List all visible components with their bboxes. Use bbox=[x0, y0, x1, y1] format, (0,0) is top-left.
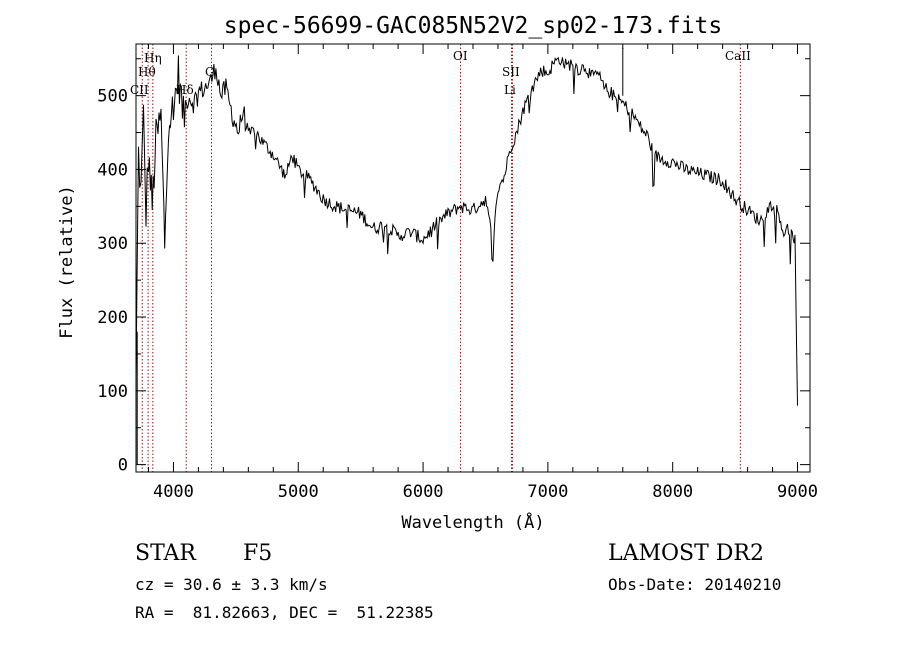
y-tick-label-4: 400 bbox=[97, 160, 128, 180]
line-label-7: Li bbox=[504, 83, 516, 97]
line-label-2: CII bbox=[130, 83, 149, 97]
object-subclass-label: F5 bbox=[243, 541, 273, 566]
x-axis-label: Wavelength (Å) bbox=[401, 511, 544, 533]
object-class-label: STAR bbox=[135, 541, 196, 566]
redshift-readout: cz = 30.6 ± 3.3 km/s bbox=[135, 575, 328, 594]
line-label-5: OI bbox=[453, 49, 468, 63]
y-tick-label-0: 0 bbox=[118, 456, 128, 476]
plot-frame bbox=[135, 43, 811, 473]
spectrum-chart: spec-56699-GAC085N52V2_sp02-173.fits HηH… bbox=[57, 13, 818, 533]
survey-label: LAMOST DR2 bbox=[608, 541, 764, 566]
x-tick-label-2: 6000 bbox=[403, 482, 444, 502]
coordinates-readout: RA = 81.82663, DEC = 51.22385 bbox=[135, 603, 434, 622]
line-label-1: Hθ bbox=[138, 65, 156, 79]
x-tick-label-0: 4000 bbox=[153, 482, 194, 502]
x-tick-label-1: 5000 bbox=[278, 482, 319, 502]
y-tick-label-5: 500 bbox=[97, 87, 128, 107]
y-axis-label: Flux (relative) bbox=[57, 185, 77, 339]
y-tick-label-2: 200 bbox=[97, 308, 128, 328]
spectrum-series-line bbox=[135, 47, 798, 465]
axis-ticks: 4000 5000 6000 7000 8000 9000 0 100 200 300 400 500 bbox=[97, 44, 818, 502]
line-label-8: CaII bbox=[725, 49, 751, 63]
y-tick-label-3: 300 bbox=[97, 234, 128, 254]
line-label-4: G bbox=[205, 65, 215, 79]
x-tick-label-4: 8000 bbox=[652, 482, 693, 502]
chart-title: spec-56699-GAC085N52V2_sp02-173.fits bbox=[224, 13, 723, 39]
x-tick-label-5: 9000 bbox=[777, 482, 818, 502]
line-label-0: Hη bbox=[144, 51, 162, 65]
y-tick-label-1: 100 bbox=[97, 382, 128, 402]
x-tick-label-3: 7000 bbox=[527, 482, 568, 502]
obs-date-readout: Obs-Date: 20140210 bbox=[608, 575, 782, 594]
